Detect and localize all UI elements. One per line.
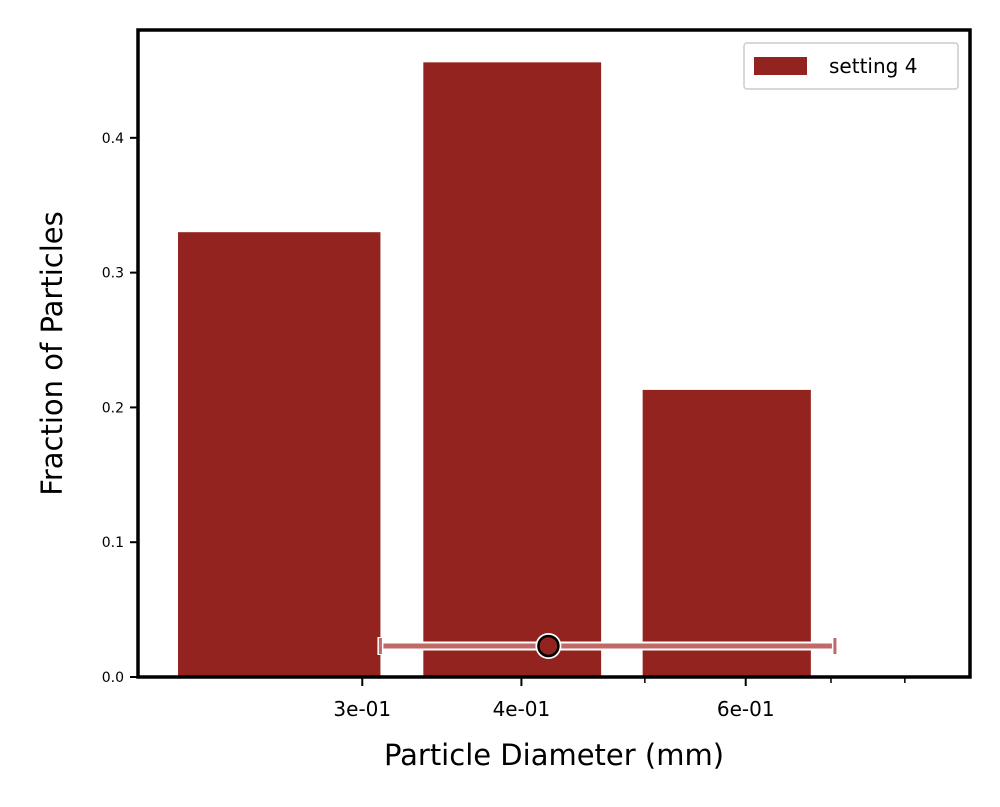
legend-label: setting 4: [829, 54, 917, 78]
y-tick-label: 0.3: [102, 266, 124, 282]
y-tick-label: 0.0: [102, 670, 124, 686]
x-tick-label: 6e-01: [717, 697, 775, 721]
bar-2: [423, 62, 602, 678]
x-tick-label: 3e-01: [333, 697, 391, 721]
y-tick-label: 0.4: [102, 131, 124, 147]
y-tick-label: 0.2: [102, 400, 124, 416]
legend: setting 4: [743, 42, 959, 90]
y-axis-ticks: 0.0 0.1 0.2 0.3 0.4: [102, 131, 138, 686]
bars-group: [178, 62, 811, 678]
marker-point: [537, 634, 560, 658]
y-tick-label: 0.1: [102, 535, 124, 551]
bar-3: [642, 389, 811, 677]
errorbar-group: [377, 632, 838, 659]
x-tick-label: 4e-01: [493, 697, 551, 721]
y-axis-title: Fraction of Particles: [35, 211, 69, 495]
x-axis-title: Particle Diameter (mm): [384, 738, 724, 772]
x-axis-ticks: 3e-01 4e-01 6e-01: [333, 677, 906, 721]
bar-1: [178, 232, 381, 677]
plot-frame: [136, 28, 972, 679]
legend-swatch: [754, 57, 807, 75]
legend-box: [743, 42, 959, 90]
